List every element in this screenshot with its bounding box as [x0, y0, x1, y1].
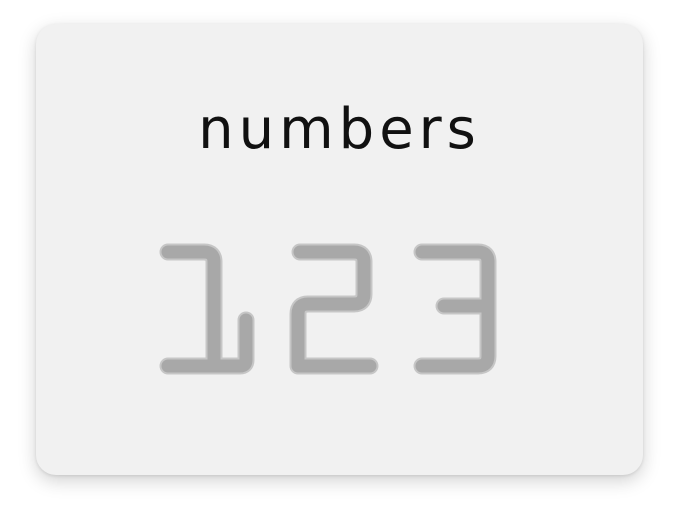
digits-svg: [159, 243, 497, 375]
digit-2-glyph: [289, 243, 379, 375]
digit-3-glyph: [413, 243, 497, 375]
digit-1-glyph: [159, 243, 255, 375]
numbers-card: numbers 1 2 3: [36, 24, 643, 475]
digit-display: 1 2 3: [159, 240, 510, 375]
card-title: numbers: [198, 97, 481, 162]
